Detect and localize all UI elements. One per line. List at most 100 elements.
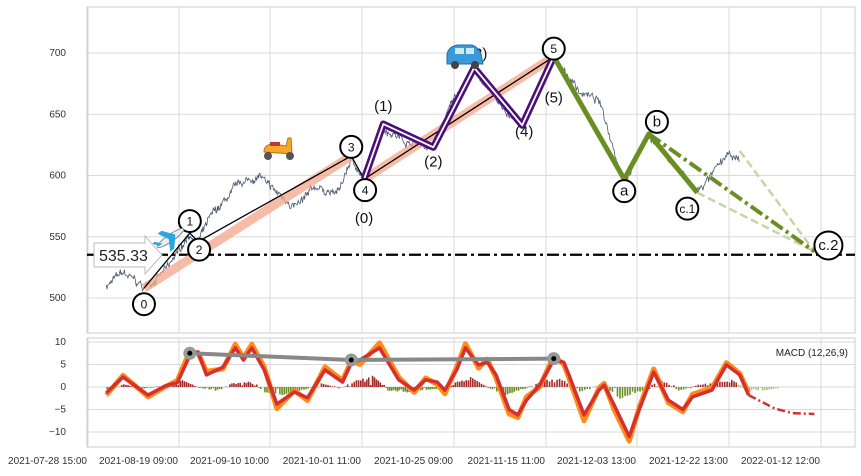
histogram-bar: [766, 387, 768, 390]
histogram-bar: [127, 385, 129, 387]
histogram-bar: [364, 382, 366, 387]
histogram-bar: [424, 387, 426, 388]
histogram-bar: [520, 387, 522, 389]
histogram-bar: [731, 380, 733, 387]
histogram-bar: [325, 385, 327, 387]
histogram-bar: [666, 383, 668, 387]
histogram-bar: [121, 385, 123, 387]
histogram-bar: [395, 387, 397, 391]
histogram-bar: [248, 382, 250, 387]
histogram-bar: [252, 384, 254, 387]
histogram-bar: [332, 386, 334, 387]
wave-label: 4: [362, 184, 369, 198]
histogram-bar: [612, 387, 614, 392]
histogram-bar: [327, 385, 329, 387]
sub-wave-label: (0): [355, 210, 373, 227]
histogram-bar: [690, 387, 692, 388]
histogram-bar: [524, 387, 526, 389]
histogram-bar: [246, 383, 248, 387]
histogram-bar: [383, 385, 385, 387]
histogram-bar: [200, 387, 202, 388]
histogram-bar: [771, 387, 773, 389]
histogram-bar: [726, 382, 728, 387]
histogram-bar: [527, 387, 529, 388]
histogram-bar: [106, 387, 108, 389]
histogram-bar: [554, 382, 556, 387]
sub-wave-label: (2): [424, 153, 442, 170]
histogram-bar: [671, 386, 673, 387]
histogram-bar: [281, 387, 283, 395]
divergence-dot: [349, 358, 354, 363]
histogram-bar: [374, 377, 376, 387]
histogram-bar: [275, 387, 277, 393]
histogram-bar: [459, 382, 461, 387]
histogram-bar: [244, 382, 246, 387]
x-tick-label: 2021-10-01 11:00: [283, 456, 362, 467]
histogram-bar: [775, 387, 777, 388]
histogram-bar: [254, 386, 256, 387]
histogram-bar: [305, 387, 307, 389]
y-tick-label: 650: [49, 109, 66, 120]
histogram-bar: [509, 387, 511, 393]
histogram-bar: [489, 387, 491, 389]
wave-label: 0: [141, 298, 148, 312]
histogram-bar: [692, 386, 694, 387]
histogram-bar: [576, 387, 578, 388]
x-tick-label: 2021-12-03 13:00: [557, 456, 636, 467]
histogram-bar: [472, 378, 474, 387]
histogram-bar: [356, 380, 358, 387]
histogram-bar: [556, 380, 558, 387]
histogram-bar: [773, 387, 775, 389]
histogram-bar: [433, 387, 435, 389]
histogram-bar: [391, 387, 393, 391]
histogram-bar: [656, 386, 658, 387]
histogram-bar: [360, 380, 362, 387]
histogram-bar: [334, 386, 336, 387]
histogram-bar: [627, 387, 629, 396]
histogram-bar: [399, 387, 401, 390]
histogram-bar: [301, 387, 303, 389]
histogram-bar: [338, 387, 340, 388]
histogram-bar: [481, 384, 483, 387]
histogram-bar: [235, 384, 237, 387]
macd-y-tick-label: 10: [55, 337, 67, 348]
y-tick-label: 600: [49, 171, 66, 182]
histogram-bar: [233, 383, 235, 387]
histogram-bar: [266, 387, 268, 392]
histogram-bar: [702, 384, 704, 387]
histogram-bar: [695, 386, 697, 387]
wave-label: 5: [550, 42, 557, 56]
histogram-bar: [194, 386, 196, 387]
histogram-bar: [700, 385, 702, 387]
macd-y-tick-label: 0: [60, 382, 66, 393]
histogram-bar: [738, 385, 740, 387]
level-price-label: 535.33: [99, 248, 148, 265]
histogram-bar: [129, 386, 131, 387]
histogram-bar: [777, 387, 779, 388]
wave-label: 2: [196, 243, 203, 257]
sub-wave-label: (5): [545, 90, 563, 107]
histogram-bar: [239, 383, 241, 387]
histogram-bar: [559, 379, 561, 387]
histogram-bar: [518, 387, 520, 391]
histogram-bar: [277, 387, 279, 389]
wave-label: b: [653, 113, 661, 130]
histogram-bar: [198, 387, 200, 388]
histogram-bar: [639, 387, 641, 392]
macd-legend: MACD (12,26,9): [776, 348, 848, 359]
histogram-bar: [492, 387, 494, 389]
histogram-bar: [283, 387, 285, 395]
histogram-bar: [299, 387, 301, 391]
histogram-bar: [387, 387, 389, 391]
histogram-bar: [152, 387, 154, 388]
histogram-bar: [146, 387, 148, 388]
histogram-bar: [529, 386, 531, 387]
histogram-bar: [329, 386, 331, 387]
histogram-bar: [401, 387, 403, 389]
divergence-dot: [187, 351, 192, 356]
histogram-bar: [321, 383, 323, 387]
histogram-bar: [579, 387, 581, 392]
histogram-bar: [210, 387, 212, 389]
histogram-bar: [697, 385, 699, 387]
